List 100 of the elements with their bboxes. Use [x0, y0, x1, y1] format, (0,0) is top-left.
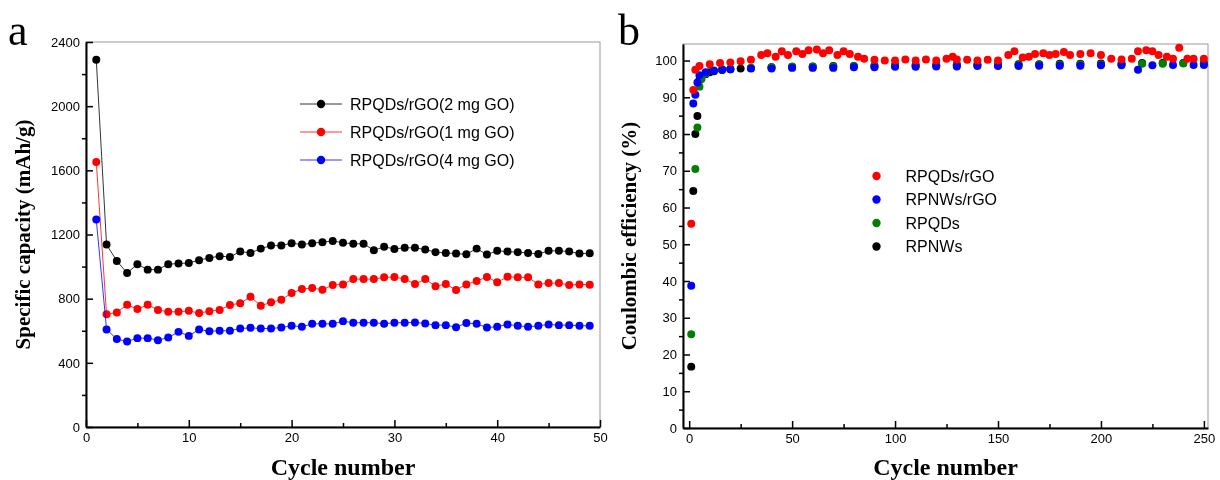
y-tick-label: 2000: [51, 98, 80, 114]
x-tick-label: 0: [82, 430, 91, 446]
point: [287, 239, 296, 248]
point: [153, 305, 162, 314]
point: [225, 252, 234, 261]
point: [544, 320, 553, 329]
point: [164, 333, 173, 342]
point: [143, 265, 152, 274]
x-tick-label: 150: [987, 431, 1010, 447]
point: [267, 298, 276, 307]
point: [246, 248, 255, 257]
x-tick-label: 100: [884, 431, 907, 447]
point: [369, 275, 378, 284]
y-tick-label: 50: [662, 236, 677, 252]
point: [575, 249, 584, 258]
point: [380, 242, 389, 251]
x-tick-label: 20: [284, 430, 300, 446]
point: [112, 256, 121, 265]
point: [482, 250, 491, 259]
point: [184, 306, 193, 315]
point: [1148, 61, 1157, 70]
point: [267, 324, 276, 333]
chart-title: a: [8, 6, 28, 55]
point: [493, 322, 502, 331]
point: [400, 275, 409, 284]
legend-label: RPNWs: [905, 238, 963, 256]
legend-label: RPQDs/rGO(2 mg GO): [350, 95, 515, 113]
point: [287, 321, 296, 330]
point: [687, 330, 696, 339]
point: [133, 305, 142, 314]
point: [92, 215, 101, 224]
point: [513, 321, 522, 330]
y-tick-label: 40: [662, 273, 677, 289]
point: [736, 64, 745, 73]
point: [236, 324, 245, 333]
point: [585, 321, 594, 330]
point: [123, 337, 132, 346]
point: [472, 244, 481, 253]
point: [205, 307, 214, 316]
point: [575, 280, 584, 289]
point: [691, 130, 700, 139]
point: [431, 248, 440, 257]
point: [349, 318, 358, 327]
point: [318, 285, 327, 294]
point: [431, 321, 440, 330]
point: [380, 319, 389, 328]
y-tick-label: 20: [662, 347, 677, 363]
y-tick-label: 70: [662, 163, 677, 179]
point: [339, 317, 347, 326]
point: [503, 247, 512, 256]
point: [452, 323, 461, 332]
point: [143, 300, 152, 309]
x-axis-title: Cycle number: [873, 454, 1019, 480]
point: [123, 300, 132, 309]
point: [328, 319, 337, 328]
point: [400, 318, 409, 327]
x-tick-label: 250: [1193, 431, 1216, 447]
y-tick-label: 60: [662, 200, 677, 216]
point: [462, 280, 471, 289]
legend-label: RPQDs/rGO(1 mg GO): [350, 123, 515, 141]
point: [174, 327, 183, 336]
point: [112, 308, 121, 317]
point: [277, 323, 286, 332]
point: [421, 245, 430, 254]
point: [328, 281, 337, 290]
point: [462, 250, 471, 259]
point: [585, 280, 594, 289]
point: [441, 321, 450, 330]
point: [297, 322, 306, 331]
point: [689, 187, 698, 195]
point: [369, 318, 378, 327]
point: [524, 248, 533, 257]
point: [236, 299, 245, 308]
point: [92, 55, 101, 64]
point: [297, 285, 306, 294]
point: [297, 240, 306, 249]
point: [462, 319, 471, 328]
point: [482, 323, 491, 332]
point: [554, 321, 563, 330]
point: [215, 326, 224, 335]
point: [215, 252, 224, 261]
y-tick-label: 800: [58, 291, 80, 307]
legend-label: RPQDs: [905, 214, 960, 232]
y-tick-label: 10: [662, 383, 677, 399]
point: [689, 99, 698, 108]
point: [359, 239, 368, 248]
point: [308, 319, 317, 328]
point: [575, 321, 584, 330]
point: [308, 239, 317, 248]
point: [215, 305, 224, 314]
point: [318, 238, 327, 247]
point: [184, 331, 193, 340]
point: [349, 239, 358, 248]
y-tick-label: 100: [655, 53, 677, 69]
point: [318, 319, 327, 328]
point: [400, 243, 409, 252]
x-tick-label: 10: [182, 430, 197, 446]
point: [544, 246, 553, 255]
point: [256, 301, 265, 310]
point: [195, 256, 204, 265]
